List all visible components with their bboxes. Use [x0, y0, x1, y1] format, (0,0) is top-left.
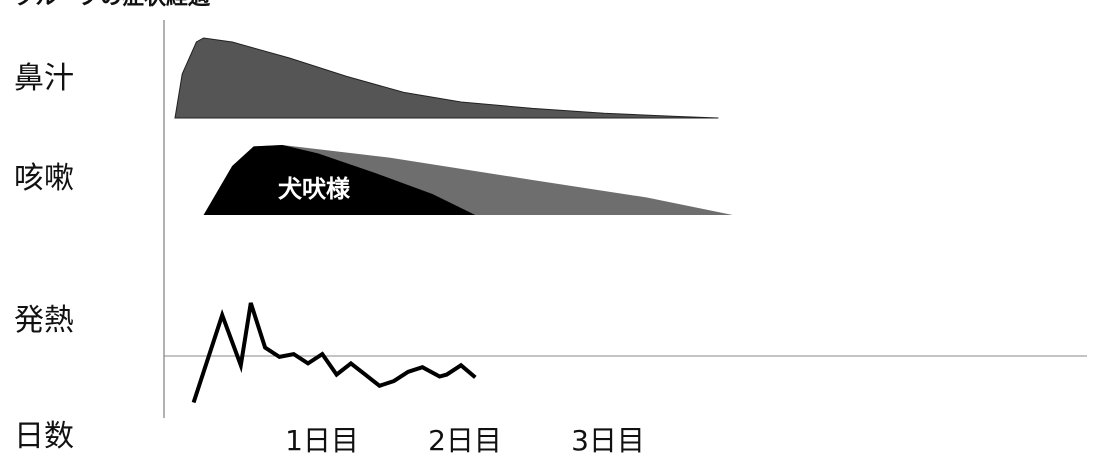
x-tick-layer: 1日目 2日目 3日目 [285, 424, 645, 455]
x-tick-label-1: 1日目 [285, 424, 359, 455]
x-tick-label-2: 2日目 [428, 424, 502, 455]
row-label-fever: 発熱 [14, 303, 74, 338]
x-tick-label-3: 3日目 [571, 424, 645, 455]
series-layer [174, 37, 733, 404]
row-label-cough: 咳嗽 [14, 161, 74, 196]
fever-line [191, 302, 477, 404]
row-label-nasal: 鼻汁 [14, 61, 74, 96]
series-area-2 [203, 145, 476, 215]
chart-title: クループの症状経過 [14, 0, 211, 10]
cough-inner-label: 犬吠様 [278, 175, 351, 203]
series-area-0 [174, 37, 719, 119]
x-axis-label: 日数 [14, 419, 74, 454]
